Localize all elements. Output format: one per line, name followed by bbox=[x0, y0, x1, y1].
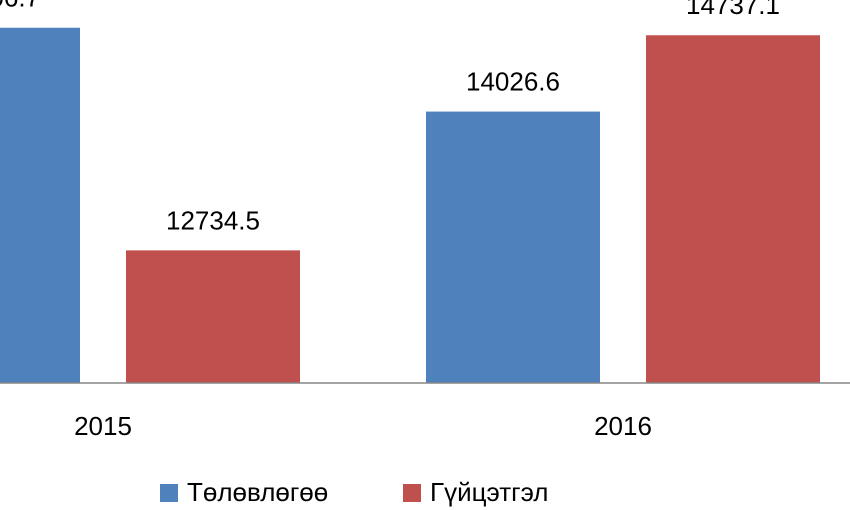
bar bbox=[0, 27, 80, 384]
legend-swatch bbox=[403, 484, 421, 502]
x-tick-label: 2016 bbox=[594, 411, 652, 441]
bar bbox=[126, 250, 300, 383]
data-label: 12734.5 bbox=[166, 205, 260, 235]
data-label: 14026.6 bbox=[466, 66, 560, 96]
x-tick-label: 2015 bbox=[74, 411, 132, 441]
legend-swatch bbox=[160, 484, 178, 502]
bar bbox=[646, 35, 820, 383]
legend-label: Гүйцэтгэл bbox=[430, 477, 548, 507]
data-label: 14806.7 bbox=[0, 0, 40, 13]
data-label: 14737.1 bbox=[686, 0, 780, 20]
bar bbox=[426, 111, 600, 383]
legend-label: Төлөвлөгөө bbox=[187, 477, 328, 507]
